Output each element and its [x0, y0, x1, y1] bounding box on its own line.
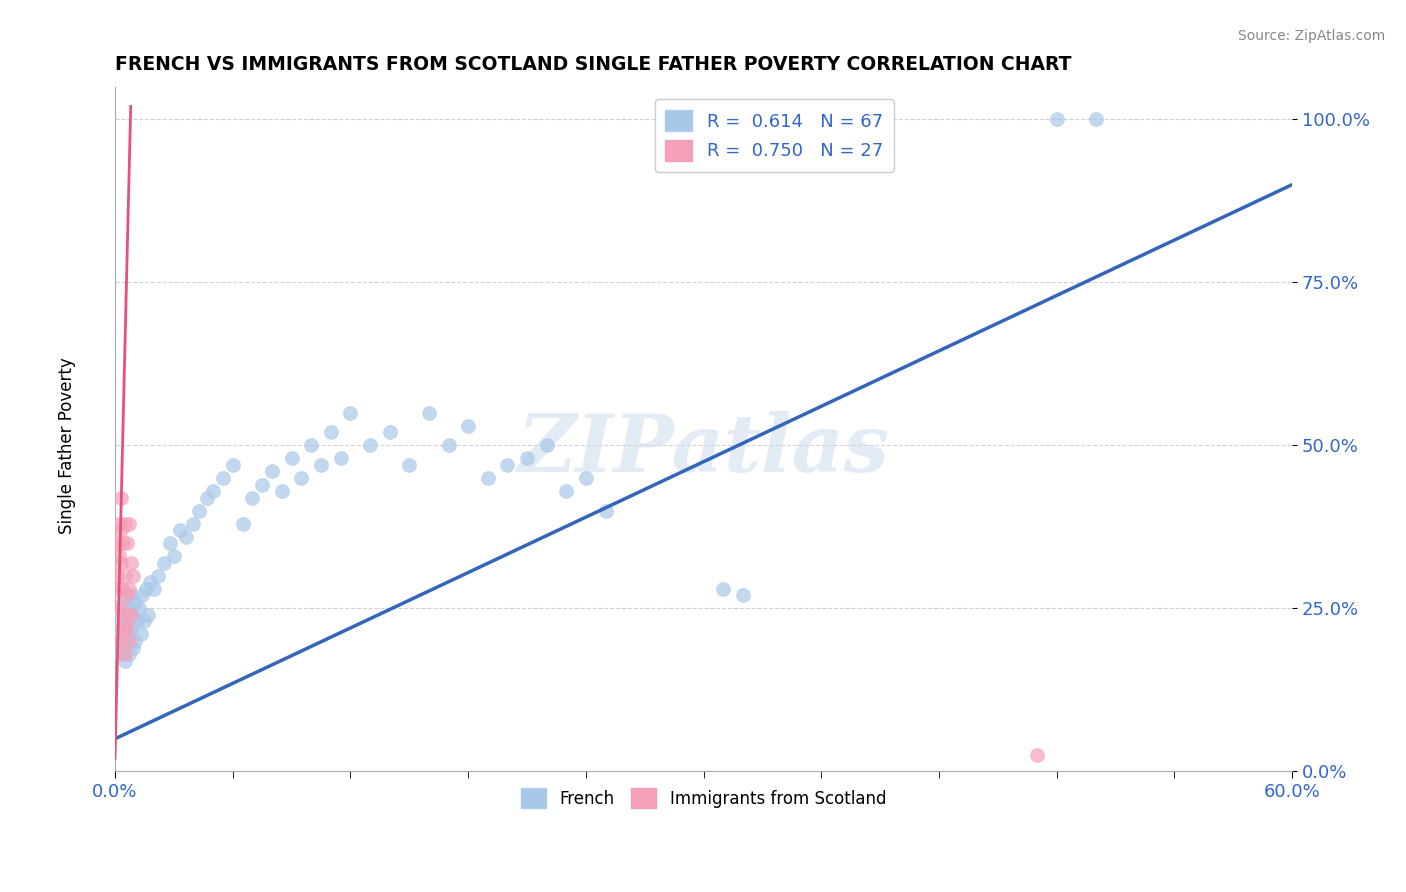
Point [290, 471, 312, 485]
Point [110, 491, 132, 505]
Point [115, 536, 138, 550]
Point [280, 451, 302, 466]
Point [329, 451, 352, 466]
Point [319, 425, 342, 440]
Point [240, 491, 263, 505]
Point [111, 640, 134, 655]
Point [121, 569, 143, 583]
Point [378, 425, 401, 440]
Point [121, 607, 143, 622]
Point [260, 465, 283, 479]
Point [115, 588, 138, 602]
Point [134, 615, 156, 629]
Point [125, 615, 148, 629]
Point [188, 503, 211, 517]
Point [359, 438, 381, 452]
Point [138, 607, 160, 622]
Point [496, 458, 519, 472]
Point [457, 418, 479, 433]
Point [110, 634, 132, 648]
Point [555, 483, 578, 498]
Point [418, 406, 440, 420]
Text: Source: ZipAtlas.com: Source: ZipAtlas.com [1237, 29, 1385, 43]
Text: Single Father Poverty: Single Father Poverty [59, 358, 76, 534]
Point [124, 595, 146, 609]
Point [120, 588, 142, 602]
Point [143, 582, 166, 596]
Point [110, 607, 132, 622]
Point [108, 621, 131, 635]
Point [516, 451, 538, 466]
Point [139, 575, 162, 590]
Point [105, 634, 128, 648]
Point [183, 516, 205, 531]
Point [202, 483, 225, 498]
Point [124, 634, 146, 648]
Point [118, 647, 141, 661]
Point [118, 582, 141, 596]
Point [120, 607, 142, 622]
Point [222, 458, 245, 472]
Point [108, 516, 131, 531]
Point [595, 503, 617, 517]
Point [120, 556, 142, 570]
Point [711, 582, 734, 596]
Point [105, 569, 128, 583]
Point [135, 582, 157, 596]
Text: ZIPatlas: ZIPatlas [517, 411, 890, 489]
Point [195, 491, 218, 505]
Point [114, 516, 136, 531]
Point [309, 458, 332, 472]
Legend: French, Immigrants from Scotland: French, Immigrants from Scotland [515, 781, 893, 814]
Point [114, 654, 136, 668]
Point [153, 556, 176, 570]
Point [731, 588, 754, 602]
Point [128, 601, 150, 615]
Point [108, 549, 131, 564]
Point [536, 438, 558, 452]
Point [148, 569, 170, 583]
Point [169, 523, 191, 537]
Point [129, 627, 152, 641]
Point [108, 582, 131, 596]
Point [250, 477, 273, 491]
Point [339, 406, 361, 420]
Point [232, 516, 254, 531]
Point [118, 516, 141, 531]
Point [270, 483, 292, 498]
Point [111, 536, 134, 550]
Point [163, 549, 186, 564]
Point [437, 438, 460, 452]
Point [299, 438, 322, 452]
Point [118, 634, 141, 648]
Point [1026, 748, 1049, 763]
Point [1046, 112, 1069, 127]
Point [121, 640, 143, 655]
Point [398, 458, 420, 472]
Point [114, 607, 136, 622]
Point [114, 569, 136, 583]
Point [114, 615, 136, 629]
Point [110, 556, 132, 570]
Point [111, 621, 134, 635]
Point [118, 601, 141, 615]
Point [212, 471, 235, 485]
Point [110, 523, 132, 537]
Point [1085, 112, 1108, 127]
Point [115, 627, 138, 641]
Point [120, 621, 142, 635]
Point [111, 582, 134, 596]
Point [110, 647, 132, 661]
Point [131, 588, 153, 602]
Point [575, 471, 598, 485]
Point [105, 536, 128, 550]
Point [477, 471, 499, 485]
Point [174, 530, 197, 544]
Point [111, 595, 134, 609]
Text: FRENCH VS IMMIGRANTS FROM SCOTLAND SINGLE FATHER POVERTY CORRELATION CHART: FRENCH VS IMMIGRANTS FROM SCOTLAND SINGL… [115, 55, 1071, 74]
Point [115, 621, 138, 635]
Point [110, 601, 132, 615]
Point [114, 647, 136, 661]
Point [159, 536, 181, 550]
